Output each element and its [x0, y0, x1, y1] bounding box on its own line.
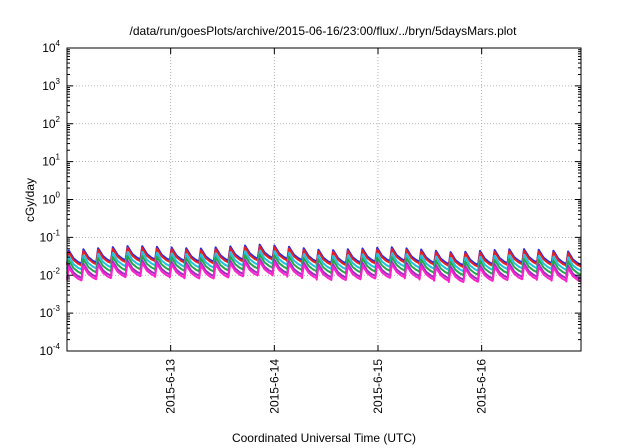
series-layer	[66, 243, 582, 283]
series-line-6	[66, 260, 582, 283]
x-tick-label: 2015-6-16	[475, 359, 489, 414]
chart-title: /data/run/goesPlots/archive/2015-06-16/2…	[130, 24, 518, 38]
y-tick-label: 104	[42, 39, 60, 55]
x-axis: 2015-6-13 2015-6-14 2015-6-15 2015-6-16	[164, 48, 489, 414]
y-tick-label: 102	[42, 115, 60, 131]
x-tick-label: 2015-6-15	[371, 359, 385, 414]
y-tick-label: 10-1	[40, 228, 61, 244]
y-tick-label: 10-3	[40, 304, 61, 320]
y-tick-label: 10-4	[40, 342, 61, 358]
y-axis-label: cGy/day	[23, 178, 37, 222]
y-tick-label: 10-2	[40, 266, 61, 282]
grid-layer	[67, 48, 581, 351]
y-tick-label: 100	[42, 191, 60, 207]
y-tick-label: 103	[42, 77, 60, 93]
y-axis: 104 103 102 101 100 10-1 10-2 10-3 10-4	[40, 39, 581, 358]
plot-frame	[66, 47, 582, 352]
x-tick-label: 2015-6-13	[164, 359, 178, 414]
y-tick-label: 101	[42, 153, 60, 169]
x-axis-label: Coordinated Universal Time (UTC)	[232, 431, 416, 445]
x-tick-label: 2015-6-14	[267, 359, 281, 414]
